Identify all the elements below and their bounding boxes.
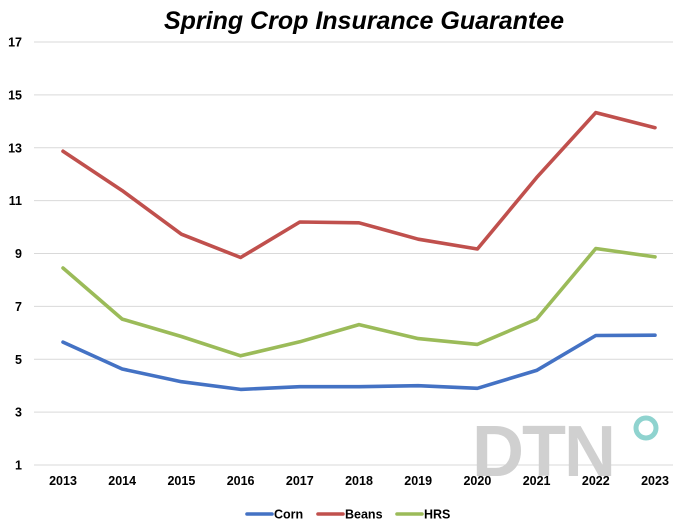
dtn-logo-text: DTN — [472, 412, 614, 492]
x-tick-label: 2020 — [463, 474, 491, 488]
y-tick-label: 11 — [9, 194, 22, 208]
y-tick-label: 17 — [8, 36, 22, 50]
series-lines — [61, 110, 657, 392]
x-tick-label: 2017 — [286, 474, 314, 488]
y-tick-label: 7 — [15, 300, 22, 314]
x-tick-label: 2016 — [227, 474, 255, 488]
x-tick-label: 2015 — [167, 474, 195, 488]
chart-title: Spring Crop Insurance Guarantee — [164, 7, 564, 35]
y-tick-label: 15 — [8, 88, 22, 102]
x-tick-label: 2014 — [108, 474, 136, 488]
series-line-corn — [61, 333, 657, 392]
y-tick-label: 3 — [15, 406, 22, 420]
legend-label-beans: Beans — [345, 508, 383, 522]
gridlines — [34, 41, 673, 466]
x-tick-label: 2018 — [345, 474, 373, 488]
legend-label-corn: Corn — [274, 508, 303, 522]
x-tick-label: 2019 — [404, 474, 432, 488]
legend: Corn Beans HRS — [245, 508, 450, 522]
x-tick-label: 2021 — [523, 474, 551, 488]
x-tick-label: 2013 — [49, 474, 77, 488]
y-tick-label: 13 — [8, 141, 22, 155]
y-tick-label: 5 — [15, 353, 22, 367]
y-tick-label: 9 — [15, 247, 22, 261]
series-line-hrs — [61, 246, 657, 358]
y-tick-label: 1 — [15, 459, 22, 473]
dtn-logo: DTN — [472, 412, 659, 492]
legend-label-hrs: HRS — [424, 508, 450, 522]
x-tick-label: 2023 — [641, 474, 669, 488]
x-axis-ticks: 2013 2014 2015 2016 2017 2018 2019 2020 2021 2022… — [49, 474, 669, 488]
series-line-beans — [61, 110, 657, 260]
x-tick-label: 2022 — [582, 474, 610, 488]
dtn-logo-ring-icon — [633, 415, 659, 441]
